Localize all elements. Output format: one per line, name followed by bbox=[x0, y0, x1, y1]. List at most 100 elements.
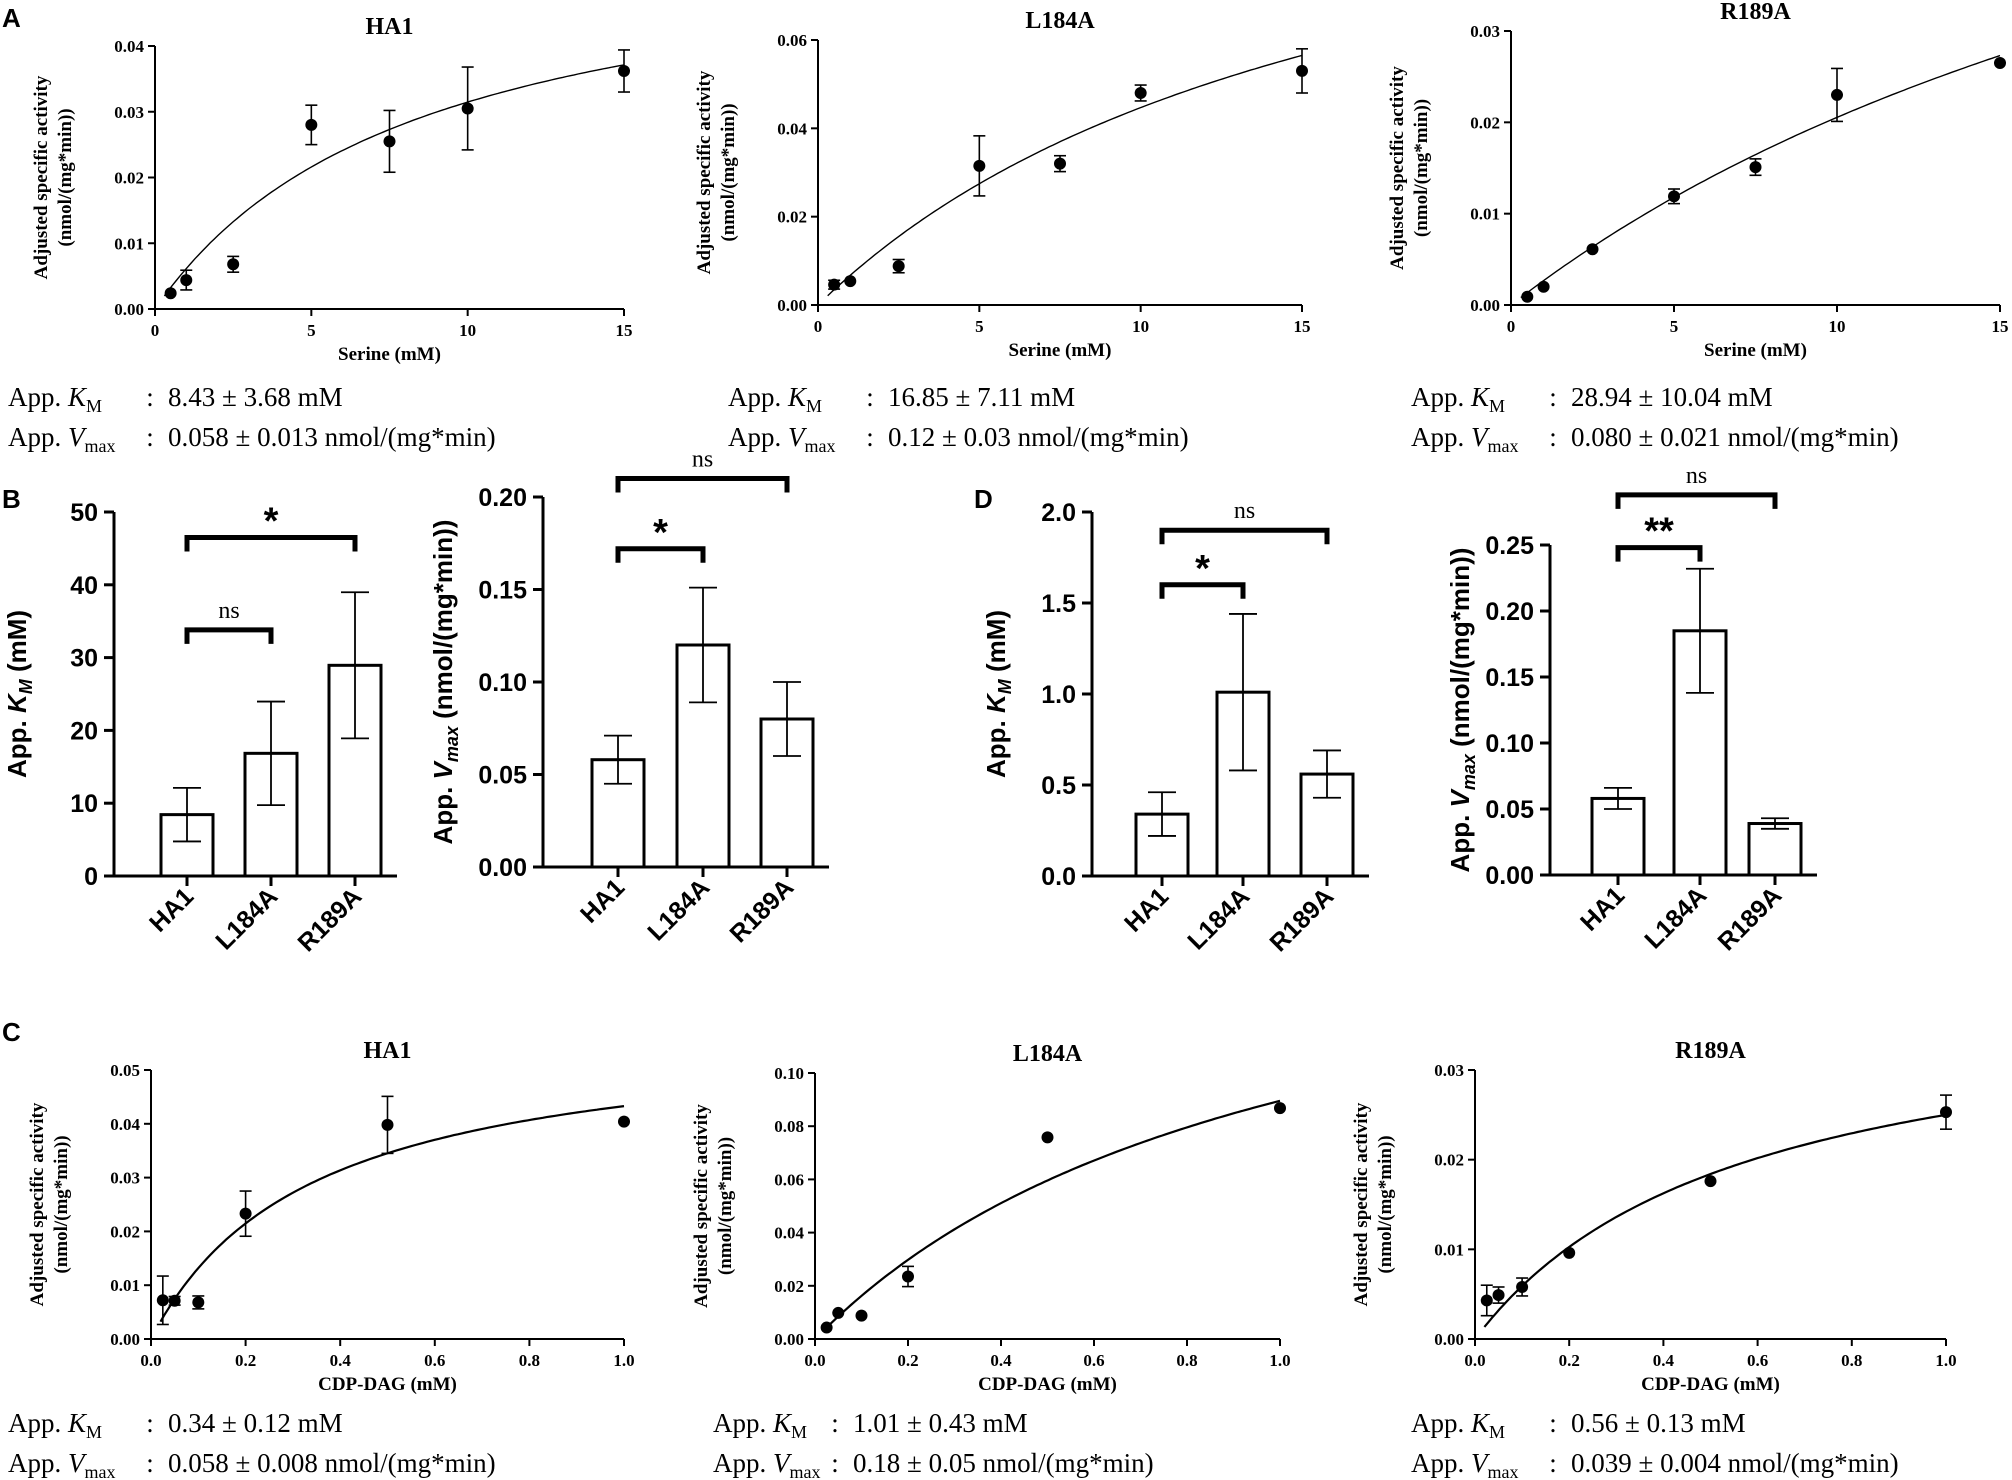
y-tick-label: 0.10 bbox=[1485, 730, 1534, 758]
x-tick-label: L184A bbox=[1639, 881, 1712, 954]
y-tick-label: 1.5 bbox=[1041, 590, 1076, 618]
y-tick-label: 0.10 bbox=[774, 1064, 804, 1083]
y-tick-label: 0.01 bbox=[1470, 205, 1500, 224]
colon: : bbox=[1549, 382, 1557, 412]
vmax-value: 0.058 ± 0.013 nmol/(mg*min) bbox=[168, 422, 496, 452]
y-axis-label: App. KM (mM) bbox=[981, 610, 1015, 778]
data-point bbox=[828, 278, 841, 291]
y-tick-label: 0.15 bbox=[478, 577, 527, 605]
significance-bracket bbox=[615, 546, 706, 563]
x-tick-label: 0.6 bbox=[1083, 1351, 1104, 1370]
data-point bbox=[227, 258, 240, 271]
y-tick-label: 0.06 bbox=[777, 31, 807, 50]
x-tick-label: L184A bbox=[642, 873, 715, 946]
data-point bbox=[855, 1309, 868, 1322]
y-axis-label-units: (nmol/(mg*min)) bbox=[55, 108, 76, 246]
panel-letter-b: B bbox=[2, 484, 21, 514]
data-point bbox=[1749, 161, 1762, 174]
data-point bbox=[1041, 1131, 1054, 1144]
y-tick-label: 0.00 bbox=[1485, 862, 1534, 890]
app-text: App. bbox=[8, 382, 68, 412]
data-point bbox=[1521, 290, 1534, 303]
colon: : bbox=[146, 422, 154, 452]
y-tick-label: 20 bbox=[70, 717, 98, 745]
km-label: App. KM bbox=[1411, 382, 1505, 416]
y-axis-label-text: App. bbox=[2, 713, 32, 778]
subscript-text: max bbox=[790, 1462, 821, 1480]
x-tick-label: 0.8 bbox=[519, 1351, 540, 1370]
x-tick-label: 1.0 bbox=[1935, 1351, 1956, 1370]
x-tick-label: R189A bbox=[1712, 881, 1787, 956]
x-tick-label: 0.2 bbox=[897, 1351, 918, 1370]
kinetic-parameters-5: App. KM:0.56 ± 0.13 mM App. Vmax:0.039 ± … bbox=[1411, 1408, 1899, 1480]
scatter-chart-1: 0.00 0.02 0.04 0.06 0 5 10 15 L184A Serine (mM) Ad… bbox=[694, 8, 1311, 361]
data-point bbox=[1054, 157, 1066, 170]
significance-bracket bbox=[1615, 492, 1778, 509]
y-tick-label: 0.15 bbox=[1485, 664, 1534, 692]
symbol-text: K bbox=[772, 1408, 793, 1438]
x-tick-label: R189A bbox=[724, 873, 799, 948]
y-axis-label-units: (mM) bbox=[981, 610, 1011, 679]
y-tick-label: 50 bbox=[70, 499, 98, 527]
x-tick-label: 0.4 bbox=[1653, 1351, 1675, 1370]
y-tick-label: 0.05 bbox=[1485, 796, 1534, 824]
colon: : bbox=[146, 1448, 154, 1478]
data-point bbox=[618, 1115, 630, 1128]
symbol-text: V bbox=[773, 1448, 793, 1478]
km-label: App. KM bbox=[728, 382, 822, 416]
y-tick-label: 40 bbox=[70, 572, 98, 600]
y-axis-label: Adjusted specific activity bbox=[27, 1102, 48, 1306]
colon: : bbox=[866, 422, 874, 452]
x-tick-label: 15 bbox=[1992, 317, 2009, 336]
data-point bbox=[1492, 1289, 1505, 1302]
x-tick-label: HA1 bbox=[1119, 882, 1174, 937]
y-tick-label: 0.01 bbox=[1434, 1240, 1464, 1259]
x-tick-label: 0.4 bbox=[990, 1351, 1012, 1370]
y-tick-label: 0.00 bbox=[1434, 1330, 1464, 1349]
y-tick-label: 0.06 bbox=[774, 1170, 804, 1189]
km-value: 16.85 ± 7.11 mM bbox=[888, 382, 1075, 412]
symbol-text: K bbox=[67, 1408, 88, 1438]
y-axis-label-symbol: V bbox=[1445, 787, 1475, 807]
kinetic-parameters-3: App. KM:0.34 ± 0.12 mM App. Vmax:0.058 ± … bbox=[8, 1408, 496, 1480]
x-tick-label: 5 bbox=[1670, 317, 1679, 336]
y-axis-label: Adjusted specific activity bbox=[694, 70, 715, 274]
y-tick-label: 0.04 bbox=[114, 37, 144, 56]
y-axis-label-units: (nmol/(mg*min)) bbox=[718, 103, 739, 241]
subscript-text: max bbox=[85, 436, 116, 456]
data-point bbox=[164, 287, 177, 300]
data-point bbox=[1134, 87, 1147, 99]
app-text: App. bbox=[8, 422, 68, 452]
y-tick-label: 10 bbox=[70, 790, 98, 818]
colon: : bbox=[146, 382, 154, 412]
x-tick-label: 0.0 bbox=[140, 1351, 161, 1370]
data-point bbox=[892, 260, 905, 273]
chart-title: HA1 bbox=[364, 1038, 412, 1064]
km-label: App. KM bbox=[8, 382, 102, 416]
vmax-value: 0.039 ± 0.004 nmol/(mg*min) bbox=[1571, 1448, 1899, 1478]
x-tick-label: L184A bbox=[210, 882, 283, 955]
symbol-text: K bbox=[67, 382, 88, 412]
significance-label: * bbox=[264, 500, 279, 542]
x-tick-label: 0.6 bbox=[424, 1351, 445, 1370]
app-text: App. bbox=[1411, 422, 1471, 452]
x-tick-label: 0.2 bbox=[235, 1351, 256, 1370]
panel-letter-a: A bbox=[2, 3, 21, 33]
vmax-value: 0.058 ± 0.008 nmol/(mg*min) bbox=[168, 1448, 496, 1478]
km-value: 28.94 ± 10.04 mM bbox=[1571, 382, 1773, 412]
x-tick-label: 0.8 bbox=[1176, 1351, 1197, 1370]
y-axis-label-units: (nmol/(mg*min)) bbox=[1375, 1135, 1396, 1273]
fit-curve bbox=[827, 54, 1303, 297]
colon: : bbox=[1549, 422, 1557, 452]
y-axis-label-subscript: max bbox=[442, 725, 462, 762]
panel-letter-c: C bbox=[2, 1017, 21, 1047]
y-tick-label: 0.20 bbox=[1485, 598, 1534, 626]
bar bbox=[1747, 822, 1803, 877]
x-tick-label: 5 bbox=[307, 321, 316, 340]
data-point bbox=[618, 64, 630, 77]
chart-title: HA1 bbox=[366, 14, 414, 40]
y-axis-label-units: (nmol/(mg*min)) bbox=[51, 1135, 72, 1273]
data-point bbox=[1516, 1280, 1529, 1293]
y-tick-label: 0.02 bbox=[1434, 1151, 1464, 1170]
